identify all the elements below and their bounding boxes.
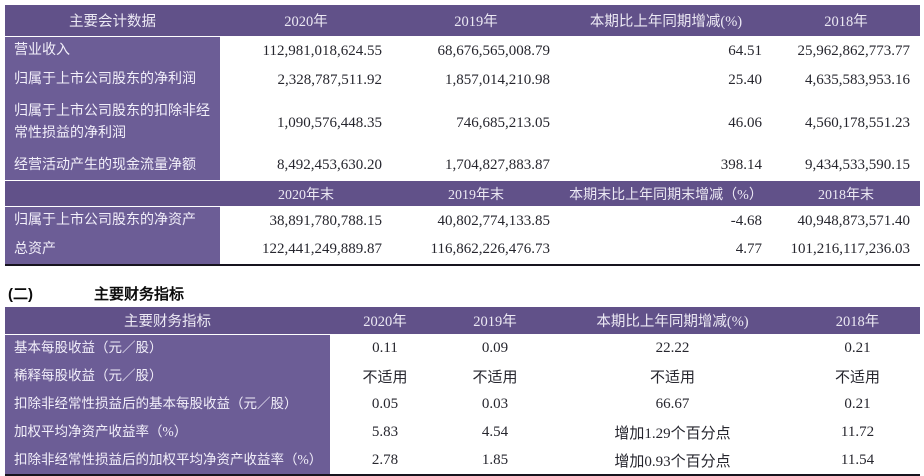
value-cell: 66.67 bbox=[550, 390, 795, 419]
row-label: 归属于上市公司股东的净资产 bbox=[5, 206, 220, 236]
value-cell: 22.22 bbox=[550, 334, 795, 363]
value-cell: 746,685,213.05 bbox=[392, 94, 560, 152]
value-cell: 增加0.93个百分点 bbox=[550, 446, 795, 476]
value-cell: 25.40 bbox=[560, 65, 772, 95]
column-header: 2018年 bbox=[795, 307, 920, 335]
column-header: 本期比上年同期增减(%) bbox=[560, 5, 772, 37]
table-row: 加权平均净资产收益率（%） 5.83 4.54 增加1.29个百分点 11.72 bbox=[5, 418, 920, 447]
value-cell: 0.21 bbox=[795, 390, 920, 419]
table-row: 归属于上市公司股东的净资产 38,891,780,788.15 40,802,7… bbox=[5, 206, 920, 236]
value-cell: -4.68 bbox=[560, 206, 772, 236]
value-cell: 0.09 bbox=[440, 334, 550, 363]
table-row: 营业收入 112,981,018,624.55 68,676,565,008.7… bbox=[5, 36, 920, 66]
value-cell: 4,560,178,551.23 bbox=[772, 94, 920, 152]
column-header: 2019年末 bbox=[392, 180, 560, 207]
value-cell: 398.14 bbox=[560, 151, 772, 181]
value-cell: 不适用 bbox=[440, 362, 550, 391]
value-cell: 4.77 bbox=[560, 235, 772, 266]
value-cell: 不适用 bbox=[330, 362, 440, 391]
value-cell: 64.51 bbox=[560, 36, 772, 66]
column-header: 主要会计数据 bbox=[5, 5, 220, 37]
section-number: (二) bbox=[8, 286, 33, 303]
value-cell: 122,441,249,889.87 bbox=[220, 235, 392, 266]
value-cell: 112,981,018,624.55 bbox=[220, 36, 392, 66]
row-label: 营业收入 bbox=[5, 36, 220, 66]
value-cell: 11.54 bbox=[795, 446, 920, 476]
row-label: 扣除非经常性损益后的基本每股收益（元／股） bbox=[5, 390, 330, 419]
value-cell: 40,802,774,133.85 bbox=[392, 206, 560, 236]
value-cell: 25,962,862,773.77 bbox=[772, 36, 920, 66]
financial-header-row: 主要财务指标 2020年 2019年 本期比上年同期增减(%) 2018年 bbox=[5, 307, 920, 335]
column-header bbox=[5, 180, 220, 207]
table-row: 扣除非经常性损益后的基本每股收益（元／股） 0.05 0.03 66.67 0.… bbox=[5, 390, 920, 419]
table-row: 归属于上市公司股东的净利润 2,328,787,511.92 1,857,014… bbox=[5, 65, 920, 95]
table-row: 归属于上市公司股东的扣除非经常性损益的净利润 1,090,576,448.35 … bbox=[5, 94, 920, 152]
row-label: 总资产 bbox=[5, 235, 220, 266]
table-row: 稀释每股收益（元／股） 不适用 不适用 不适用 不适用 bbox=[5, 362, 920, 391]
value-cell: 0.21 bbox=[795, 334, 920, 363]
value-cell: 1,704,827,883.87 bbox=[392, 151, 560, 181]
accounting-header-row: 主要会计数据 2020年 2019年 本期比上年同期增减(%) 2018年 bbox=[5, 5, 920, 37]
section-title: 主要财务指标 bbox=[94, 286, 185, 303]
value-cell: 4,635,583,953.16 bbox=[772, 65, 920, 95]
value-cell: 1,090,576,448.35 bbox=[220, 94, 392, 152]
value-cell: 增加1.29个百分点 bbox=[550, 418, 795, 447]
value-cell: 1.85 bbox=[440, 446, 550, 476]
column-header: 主要财务指标 bbox=[5, 307, 330, 335]
column-header: 本期比上年同期增减(%) bbox=[550, 307, 795, 335]
value-cell: 5.83 bbox=[330, 418, 440, 447]
value-cell: 9,434,533,590.15 bbox=[772, 151, 920, 181]
column-header: 2019年 bbox=[440, 307, 550, 335]
column-header: 本期末比上年同期末增减（%） bbox=[560, 180, 772, 207]
row-label: 经营活动产生的现金流量净额 bbox=[5, 151, 220, 181]
table-row: 基本每股收益（元／股） 0.11 0.09 22.22 0.21 bbox=[5, 334, 920, 363]
row-label: 加权平均净资产收益率（%） bbox=[5, 418, 330, 447]
period-end-header-row: 2020年末 2019年末 本期末比上年同期末增减（%） 2018年末 bbox=[5, 180, 920, 207]
row-label: 扣除非经常性损益后的加权平均净资产收益率（%） bbox=[5, 446, 330, 476]
row-label: 归属于上市公司股东的扣除非经常性损益的净利润 bbox=[5, 94, 220, 152]
row-label: 归属于上市公司股东的净利润 bbox=[5, 65, 220, 95]
value-cell: 40,948,873,571.40 bbox=[772, 206, 920, 236]
row-label: 基本每股收益（元／股） bbox=[5, 334, 330, 363]
value-cell: 8,492,453,630.20 bbox=[220, 151, 392, 181]
value-cell: 38,891,780,788.15 bbox=[220, 206, 392, 236]
table-row: 总资产 122,441,249,889.87 116,862,226,476.7… bbox=[5, 235, 920, 266]
value-cell: 0.11 bbox=[330, 334, 440, 363]
value-cell: 1,857,014,210.98 bbox=[392, 65, 560, 95]
column-header: 2018年 bbox=[772, 5, 920, 37]
column-header: 2020年 bbox=[220, 5, 392, 37]
value-cell: 0.05 bbox=[330, 390, 440, 419]
row-label: 稀释每股收益（元／股） bbox=[5, 362, 330, 391]
value-cell: 不适用 bbox=[795, 362, 920, 391]
column-header: 2020年 bbox=[330, 307, 440, 335]
section-heading: (二) 主要财务指标 bbox=[8, 283, 184, 304]
table-row: 经营活动产生的现金流量净额 8,492,453,630.20 1,704,827… bbox=[5, 151, 920, 181]
table-row: 扣除非经常性损益后的加权平均净资产收益率（%） 2.78 1.85 增加0.93… bbox=[5, 446, 920, 476]
value-cell: 116,862,226,476.73 bbox=[392, 235, 560, 266]
value-cell: 68,676,565,008.79 bbox=[392, 36, 560, 66]
value-cell: 46.06 bbox=[560, 94, 772, 152]
column-header: 2020年末 bbox=[220, 180, 392, 207]
value-cell: 不适用 bbox=[550, 362, 795, 391]
value-cell: 4.54 bbox=[440, 418, 550, 447]
value-cell: 0.03 bbox=[440, 390, 550, 419]
key-financial-indicators-table: 主要财务指标 2020年 2019年 本期比上年同期增减(%) 2018年 基本… bbox=[5, 307, 920, 476]
value-cell: 101,216,117,236.03 bbox=[772, 235, 920, 266]
column-header: 2018年末 bbox=[772, 180, 920, 207]
key-accounting-data-table: 主要会计数据 2020年 2019年 本期比上年同期增减(%) 2018年 营业… bbox=[5, 5, 920, 266]
value-cell: 11.72 bbox=[795, 418, 920, 447]
value-cell: 2,328,787,511.92 bbox=[220, 65, 392, 95]
value-cell: 2.78 bbox=[330, 446, 440, 476]
column-header: 2019年 bbox=[392, 5, 560, 37]
